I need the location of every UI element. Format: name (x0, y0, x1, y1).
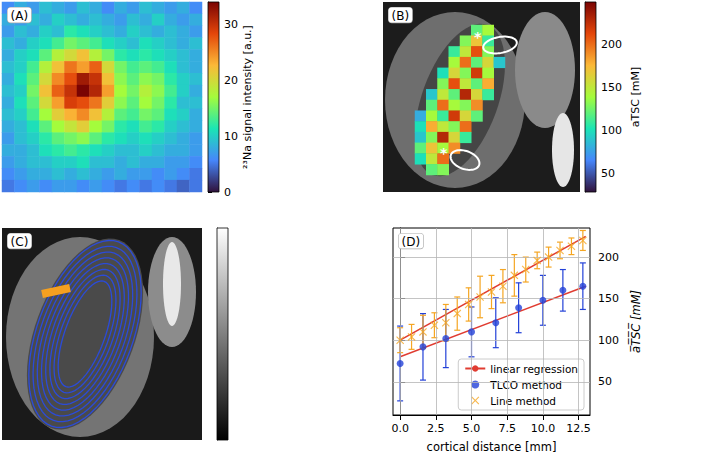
svg-text:200: 200 (598, 251, 619, 264)
svg-text:(D): (D) (402, 235, 421, 249)
svg-text:aTSC [mM]: aTSC [mM] (629, 67, 642, 127)
svg-text:linear regression: linear regression (490, 363, 578, 375)
svg-text:(C): (C) (11, 235, 29, 249)
svg-text:*: * (474, 29, 482, 45)
svg-text:7.5: 7.5 (498, 422, 516, 435)
svg-text:0: 0 (224, 186, 231, 199)
svg-text:150: 150 (601, 81, 622, 94)
svg-text:50: 50 (601, 167, 615, 180)
svg-text:a̅T̅S̅C̅ [mM]: a̅T̅S̅C̅ [mM] (628, 290, 643, 353)
svg-text:10: 10 (224, 130, 238, 143)
svg-text:20: 20 (224, 74, 238, 87)
svg-text:2.5: 2.5 (427, 422, 445, 435)
svg-text:12.5: 12.5 (566, 422, 591, 435)
svg-text:*: * (440, 145, 448, 161)
svg-text:50: 50 (598, 375, 612, 388)
svg-text:TLCO method: TLCO method (489, 379, 562, 391)
svg-text:100: 100 (601, 124, 622, 137)
svg-text:(B): (B) (392, 9, 410, 23)
svg-text:10.0: 10.0 (531, 422, 556, 435)
svg-text:²³Na signal intensity [a.u.]: ²³Na signal intensity [a.u.] (241, 25, 254, 169)
svg-text:Line method: Line method (490, 395, 556, 407)
svg-text:cortical distance [mm]: cortical distance [mm] (427, 440, 557, 454)
svg-text:5.0: 5.0 (463, 422, 481, 435)
svg-text:150: 150 (598, 292, 619, 305)
svg-text:0.0: 0.0 (391, 422, 409, 435)
svg-text:100: 100 (598, 334, 619, 347)
svg-text:(A): (A) (11, 9, 29, 23)
svg-text:200: 200 (601, 38, 622, 51)
svg-text:30: 30 (224, 18, 238, 31)
